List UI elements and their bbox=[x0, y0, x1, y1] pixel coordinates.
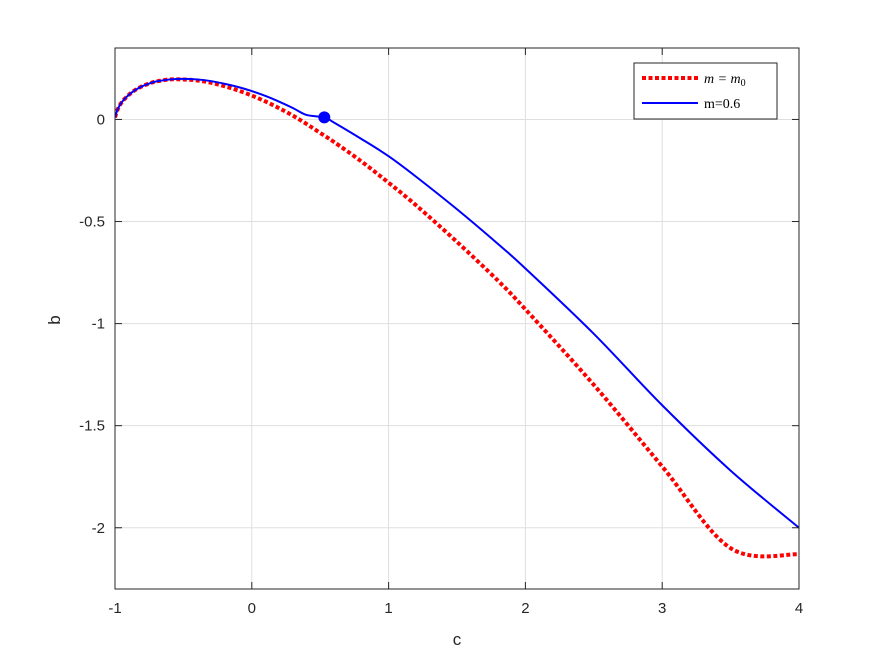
series-line-2 bbox=[115, 77, 799, 529]
y-axis-label: b bbox=[45, 315, 64, 324]
y-tick-label: -0.5 bbox=[79, 214, 105, 231]
legend-box bbox=[633, 62, 778, 120]
marker-point bbox=[318, 111, 331, 124]
x-tick-label: 3 bbox=[658, 600, 666, 617]
legend-label-main: m=0.6 bbox=[704, 97, 740, 112]
legend: m = m0m=0.6 bbox=[633, 62, 778, 120]
series-line-1 bbox=[115, 77, 799, 559]
legend-label-main: m = m bbox=[704, 72, 741, 87]
x-tick-label: -1 bbox=[108, 600, 121, 617]
x-tick-label: 2 bbox=[521, 600, 529, 617]
x-tick-label: 4 bbox=[795, 600, 803, 617]
y-tick-label: 0 bbox=[97, 111, 105, 128]
ticks: -1 0 1 2 3 4 -2 -1.5 -1 -0.5 0 bbox=[79, 48, 803, 617]
plot-frame bbox=[114, 47, 800, 590]
y-tick-label: -1 bbox=[92, 316, 105, 333]
series-layer bbox=[115, 77, 799, 559]
legend-label-1: m = m0 bbox=[704, 72, 746, 89]
y-tick-label: -1.5 bbox=[79, 418, 105, 435]
legend-label-subscript: 0 bbox=[741, 78, 746, 89]
plot-background bbox=[115, 48, 799, 589]
y-tick-label: -2 bbox=[92, 520, 105, 537]
legend-label-2: m=0.6 bbox=[704, 97, 740, 112]
x-tick-label: 0 bbox=[248, 600, 256, 617]
x-axis-label: c bbox=[453, 630, 462, 649]
x-tick-label: 1 bbox=[384, 600, 392, 617]
